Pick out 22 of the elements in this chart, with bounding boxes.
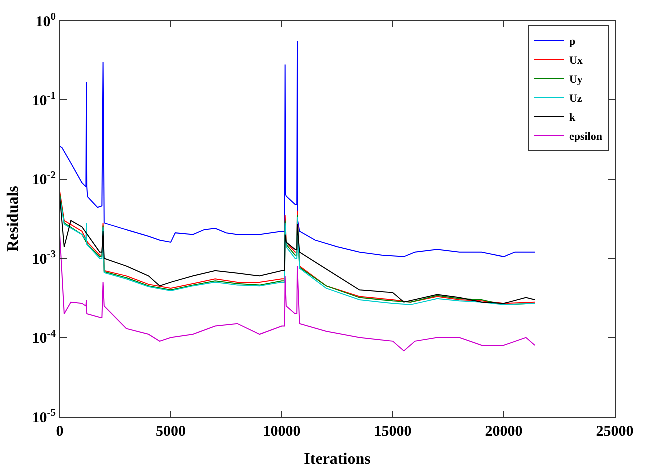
legend-label: Uy (569, 74, 584, 86)
y-tick-label: 10$^{-2}$ (32, 170, 56, 189)
y-tick-label: 10$^{-4}$ (32, 328, 57, 348)
y-tick-label: 10$^{-5}$ (32, 408, 56, 426)
legend-label: p (569, 36, 576, 48)
x-tick-label: 0 (56, 424, 64, 440)
legend-label: Ux (569, 54, 584, 67)
y-tick-label: 10$^{0}$ (36, 12, 56, 30)
y-tick-label: 10$^{-3}$ (32, 250, 56, 268)
legend-label: k (569, 112, 576, 124)
y-axis-title: Residuals (5, 186, 22, 252)
legend-label: epsilon (569, 130, 602, 143)
legend-label: Uz (569, 92, 582, 105)
x-tick-label: 25000 (596, 424, 634, 440)
x-tick-label: 15000 (374, 424, 412, 440)
x-tick-label: 10000 (263, 424, 301, 440)
y-tick-label: 10$^{-1}$ (32, 91, 56, 110)
x-axis-title: Iterations (304, 451, 371, 468)
x-tick-label: 20000 (485, 424, 523, 440)
x-tick-label: 5000 (156, 424, 186, 440)
line-series (60, 234, 536, 352)
line-series (60, 41, 536, 258)
